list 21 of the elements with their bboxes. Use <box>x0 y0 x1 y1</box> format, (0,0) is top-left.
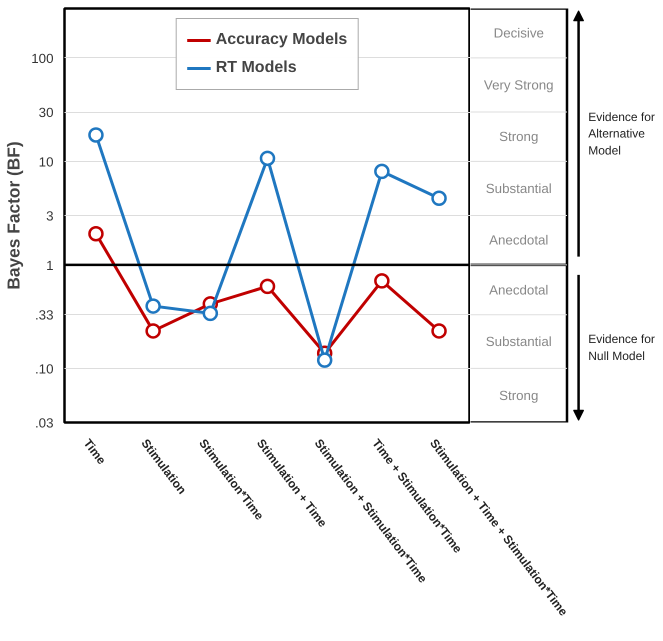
text: Substantial <box>486 334 552 350</box>
y-tick-label: 30 <box>38 105 54 120</box>
y-tick-label: 100 <box>31 50 54 66</box>
y-axis-title: Bayes Factor (BF) <box>3 141 24 290</box>
text: Strong <box>499 129 538 144</box>
text: Decisive <box>494 26 544 41</box>
y-tick-label: .33 <box>34 308 54 323</box>
y-tick-label: 10 <box>38 154 54 170</box>
text: Evidence for Null Model <box>588 332 655 364</box>
y-tick-label: .03 <box>34 416 54 430</box>
y-tick-label: 3 <box>46 208 54 224</box>
text: Evidence for Alternative Model <box>588 110 655 158</box>
text: Very Strong <box>484 77 554 92</box>
legend-label: RT Models <box>216 59 297 77</box>
text: Substantial <box>486 180 552 196</box>
legend-label: Accuracy Models <box>216 31 348 49</box>
text: Anecdotal <box>489 282 548 298</box>
text: Strong <box>499 388 538 403</box>
y-tick-label: .10 <box>34 361 54 376</box>
y-tick-label: 1 <box>46 258 54 273</box>
text: Anecdotal <box>489 232 548 248</box>
